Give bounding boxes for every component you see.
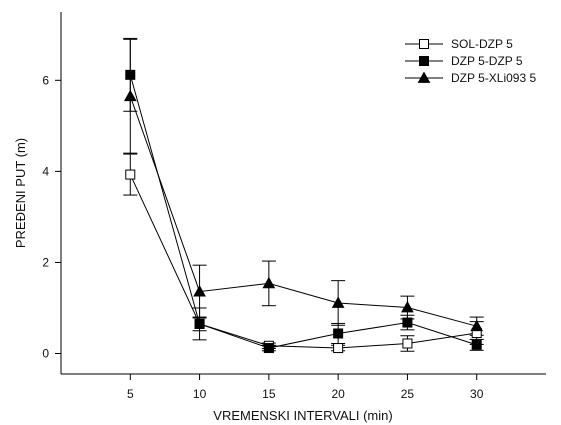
x-tick-label: 15 [262, 387, 276, 401]
x-tick-label: 5 [127, 387, 134, 401]
y-tick-label: 2 [42, 255, 49, 269]
axes [60, 12, 546, 375]
legend-marker [419, 39, 429, 49]
data-point [333, 328, 344, 339]
y-tick-label: 4 [42, 164, 49, 178]
data-point [194, 318, 205, 329]
legend-marker [419, 56, 429, 66]
data-point [331, 296, 345, 308]
x-tick-label: 30 [470, 387, 484, 401]
series-line [129, 174, 477, 349]
legend-label: DZP 5-XLi093 5 [451, 71, 536, 85]
y-axis-title: PREĐENI PUT (m) [13, 138, 28, 248]
ticks [55, 79, 478, 380]
data-point [470, 319, 484, 332]
series-lines [129, 74, 477, 349]
series-line [129, 74, 477, 349]
x-tick-label: 25 [401, 387, 415, 401]
data-point [125, 169, 136, 180]
data-point [123, 89, 137, 102]
x-tick-label: 10 [193, 387, 207, 401]
data-point [333, 343, 344, 354]
data-point [402, 317, 413, 328]
data-point [401, 300, 414, 313]
data-point [262, 276, 276, 289]
legend-label: DZP 5-DZP 5 [451, 54, 523, 68]
data-point [193, 285, 206, 297]
legend-label: SOL-DZP 5 [451, 37, 513, 51]
y-tick-label: 0 [42, 347, 49, 361]
legend-marker [417, 71, 431, 83]
error-bars [123, 37, 484, 352]
data-point [471, 339, 482, 350]
x-axis-title: VREMENSKI INTERVALI (min) [213, 408, 392, 423]
legend: SOL-DZP 5 DZP 5-DZP 5 DZP 5-XLi093 5 [405, 37, 536, 85]
tick-labels: 5 10 15 20 25 30 0 2 4 6 [42, 73, 483, 401]
series-markers [123, 69, 484, 354]
data-point [125, 69, 136, 80]
data-point [263, 343, 274, 354]
x-tick-label: 20 [331, 387, 345, 401]
data-point [402, 338, 413, 349]
series-line [129, 96, 477, 327]
y-tick-label: 6 [42, 73, 49, 87]
